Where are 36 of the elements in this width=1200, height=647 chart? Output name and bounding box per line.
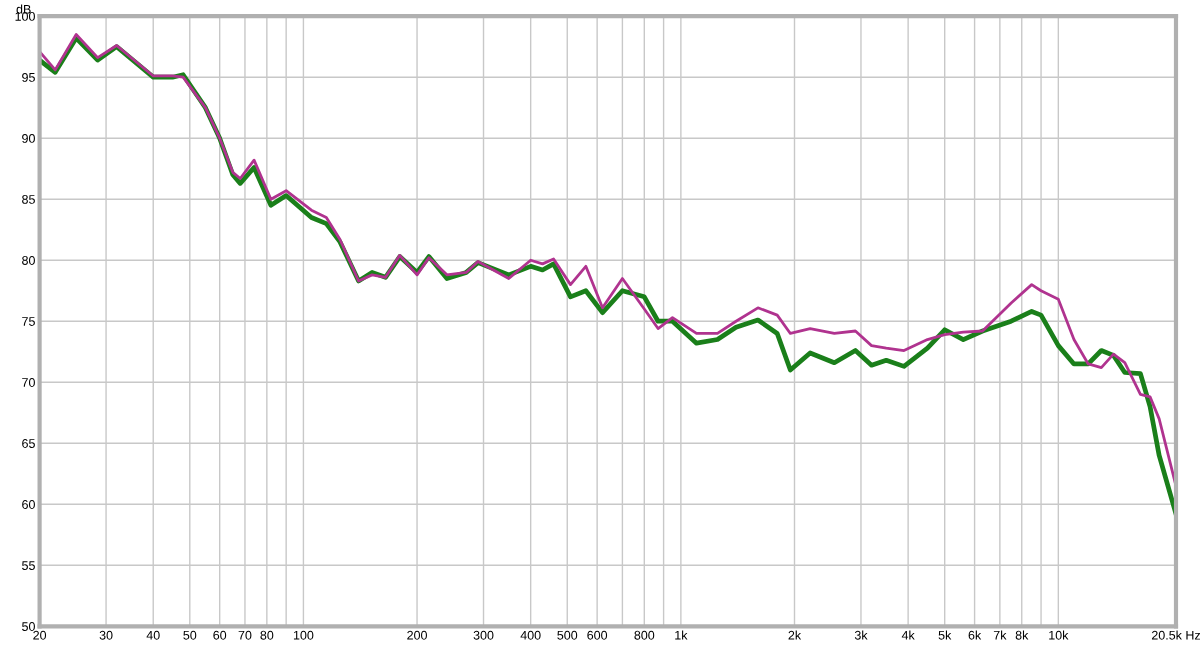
x-tick-label: 10k bbox=[1049, 630, 1069, 640]
x-tick-label: 600 bbox=[587, 630, 608, 640]
x-tick-label: 4k bbox=[901, 630, 915, 640]
x-tick-label: 200 bbox=[407, 630, 427, 640]
x-tick-label: 1k bbox=[675, 630, 688, 640]
x-tick-label: 70 bbox=[238, 630, 252, 640]
y-tick-label: 70 bbox=[22, 378, 35, 387]
x-tick-label: 5k bbox=[938, 630, 952, 640]
x-tick-label: 80 bbox=[260, 630, 274, 640]
x-tick-label: 20 bbox=[33, 630, 47, 640]
x-tick-label: 7k bbox=[993, 630, 1007, 640]
x-tick-label: 3k bbox=[854, 630, 868, 640]
x-tick-label: 500 bbox=[557, 630, 578, 640]
x-tick-label: 50 bbox=[183, 630, 197, 640]
x-tick-label: 2k bbox=[788, 630, 802, 640]
y-axis-title: dB bbox=[16, 4, 31, 14]
x-tick-label: 30 bbox=[99, 630, 113, 640]
y-tick-label: 55 bbox=[22, 561, 35, 570]
y-tick-label: 100 bbox=[15, 11, 35, 21]
x-tick-label: 100 bbox=[293, 630, 314, 640]
x-tick-label: 400 bbox=[520, 630, 541, 640]
y-tick-label: 85 bbox=[22, 195, 35, 204]
x-tick-label: 800 bbox=[634, 630, 655, 640]
x-tick-label: 6k bbox=[968, 630, 982, 640]
y-tick-label: 80 bbox=[22, 256, 35, 265]
x-tick-label: 300 bbox=[473, 630, 494, 640]
x-tick-label: 20.5k Hz bbox=[1151, 630, 1200, 640]
y-tick-label: 50 bbox=[22, 622, 35, 631]
x-tick-label: 40 bbox=[146, 630, 160, 640]
y-tick-label: 60 bbox=[22, 500, 35, 509]
y-tick-label: 75 bbox=[22, 317, 35, 326]
x-tick-label: 60 bbox=[213, 630, 227, 640]
y-tick-label: 95 bbox=[22, 72, 35, 82]
y-tick-label: 90 bbox=[22, 134, 35, 143]
y-tick-label: 65 bbox=[22, 439, 35, 448]
x-tick-label: 8k bbox=[1015, 630, 1029, 640]
